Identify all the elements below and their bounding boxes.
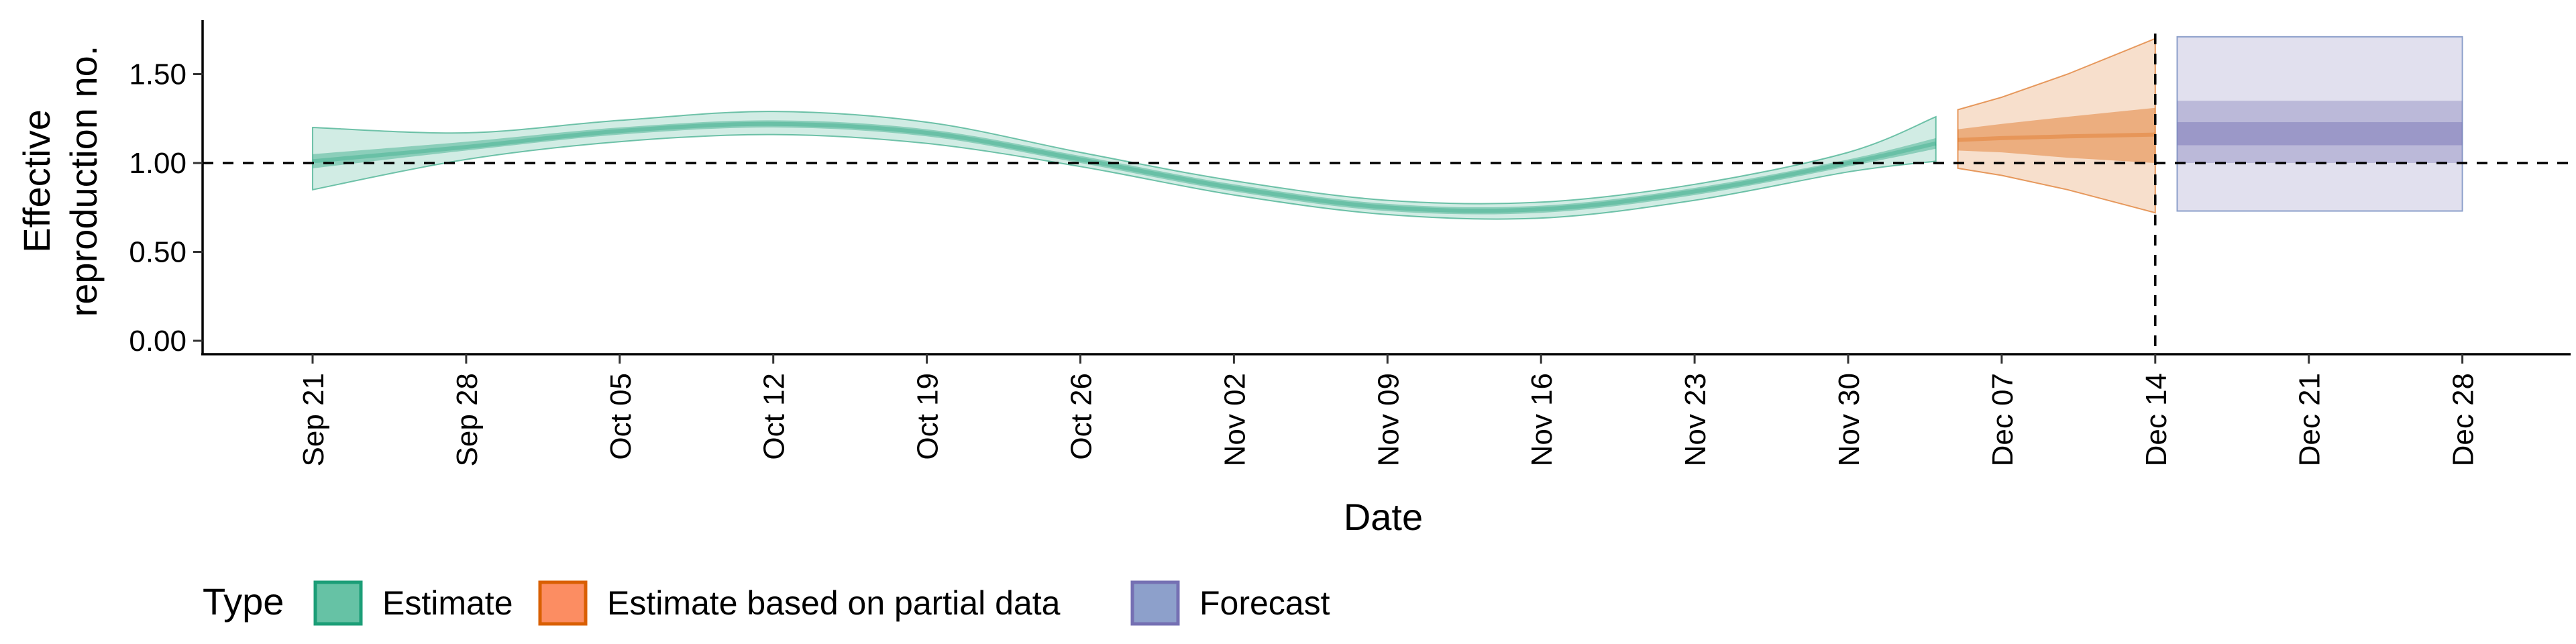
series-2-outer-band	[1957, 38, 2156, 214]
legend-key	[313, 580, 363, 626]
axes: 0.00 0.50 1.00 1.50 Sep 21 Sep 28 Oct 05 Oct 12…	[129, 20, 2571, 466]
x-axis-title: Date	[1344, 496, 1423, 538]
series-2-ribbons	[1957, 38, 2156, 214]
x-tick-label: Oct 26	[1065, 373, 1098, 460]
legend-label: Forecast	[1199, 584, 1330, 622]
legend-key	[538, 580, 588, 626]
series-3-ribbons	[2176, 36, 2463, 212]
series-2-inner-band	[1957, 107, 2155, 163]
y-tick-label: 1.50	[129, 58, 186, 91]
series-1-outer-band	[312, 111, 1937, 220]
legend-key	[1130, 580, 1180, 626]
reference-lines	[203, 34, 2571, 354]
legend-item: Forecast	[1130, 580, 1330, 626]
legend-item: Estimate based on partial data	[538, 580, 1061, 626]
legend-label: Estimate	[382, 584, 513, 622]
forecast-band-1	[2176, 36, 2463, 212]
y-tick-label: 1.00	[129, 147, 186, 180]
forecast-band-3	[2177, 122, 2463, 146]
x-tick-label: Sep 28	[451, 373, 484, 466]
x-tick-label: Dec 07	[1986, 373, 2019, 466]
series-2-median-line	[1957, 132, 2155, 142]
x-tick-label: Oct 12	[758, 373, 791, 460]
series-1-median-line	[312, 121, 1937, 213]
ribbon-layer	[312, 36, 2463, 220]
y-axis-title-line: reproduction no.	[62, 46, 105, 317]
legend-title: Type	[203, 580, 284, 623]
x-tick-label: Nov 02	[1218, 373, 1251, 466]
y-tick-label: 0.50	[129, 236, 186, 269]
legend-item: Estimate	[313, 580, 513, 626]
x-tick-label: Oct 19	[912, 373, 945, 460]
y-tick-label: 0.00	[129, 325, 186, 358]
x-tick-label: Dec 28	[2447, 373, 2480, 466]
x-tick-label: Dec 14	[2140, 373, 2173, 466]
x-tick-label: Nov 30	[1833, 373, 1866, 466]
x-tick-label: Oct 05	[604, 373, 637, 460]
forecast-band-2	[2177, 101, 2463, 163]
series-1-inner-band	[313, 120, 1936, 215]
x-tick-label: Nov 23	[1679, 373, 1712, 466]
series-1-ribbons	[312, 111, 1937, 220]
x-tick-label: Nov 09	[1372, 373, 1405, 466]
x-tick-label: Nov 16	[1525, 373, 1558, 466]
legend-label: Estimate based on partial data	[607, 584, 1061, 622]
x-tick-label: Dec 21	[2294, 373, 2326, 466]
y-axis-title-line: Effective	[15, 109, 58, 253]
y-axis-title: Effective reproduction no.	[15, 46, 105, 317]
x-tick-label: Sep 21	[297, 373, 330, 466]
legend: Type Estimate Estimate based on partial da…	[203, 580, 1330, 626]
